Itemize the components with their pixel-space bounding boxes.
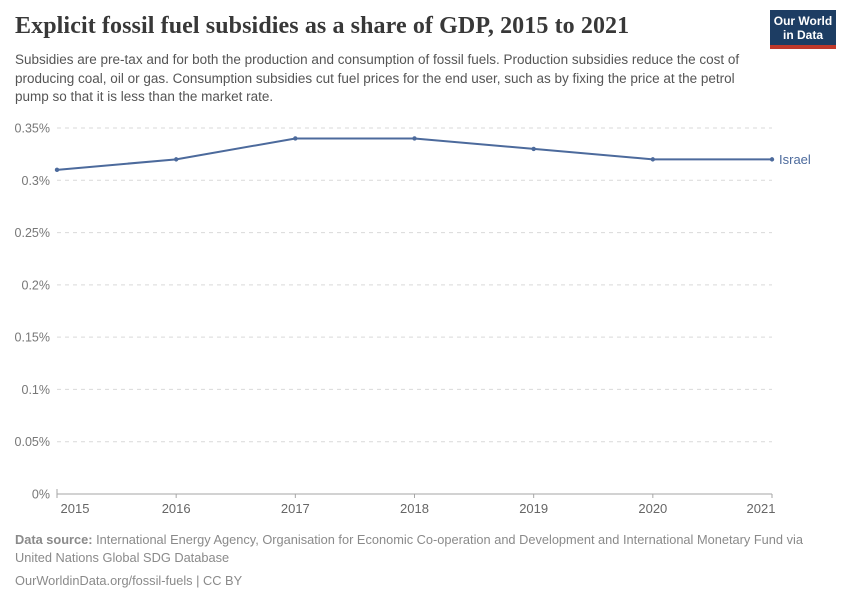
y-tick-label: 0.1% [22, 383, 51, 397]
x-tick-label: 2018 [400, 501, 429, 516]
x-tick-label: 2015 [61, 501, 90, 516]
x-tick-label: 2020 [638, 501, 667, 516]
data-point [531, 146, 536, 152]
data-point [54, 167, 60, 173]
x-tick-label: 2019 [519, 501, 548, 516]
y-tick-label: 0.15% [15, 331, 50, 345]
series-end-label: Israel [779, 152, 811, 167]
data-point [293, 136, 298, 141]
owid-logo: Our World in Data [770, 10, 836, 49]
y-tick-label: 0.25% [15, 226, 50, 240]
data-point [650, 157, 656, 162]
y-tick-label: 0.2% [22, 278, 51, 292]
chart-footer: Data source: International Energy Agency… [15, 531, 823, 590]
x-tick-label: 2016 [162, 501, 191, 516]
y-tick-label: 0.05% [15, 435, 50, 449]
x-tick-label: 2021 [747, 501, 776, 516]
y-tick-label: 0.3% [22, 174, 51, 188]
data-point [412, 136, 417, 141]
license-line: OurWorldinData.org/fossil-fuels | CC BY [15, 573, 243, 588]
x-tick-label: 2017 [281, 501, 310, 516]
y-tick-label: 0.35% [15, 122, 50, 136]
data-line [56, 137, 772, 171]
owid-logo-line2: in Data [782, 27, 823, 42]
y-tick-label: 0% [32, 488, 50, 502]
chart-subtitle: Subsidies are pre-tax and for both the p… [15, 52, 740, 104]
owid-logo-line1: Our World [773, 13, 833, 28]
data-source-label: Data source: [15, 532, 93, 547]
data-source-line: Data source: International Energy Agency… [15, 531, 823, 566]
data-source-text: International Energy Agency, Organisatio… [15, 532, 803, 565]
data-point [173, 157, 179, 162]
data-point [769, 157, 775, 162]
chart-title: Explicit fossil fuel subsidies as a shar… [15, 13, 630, 39]
